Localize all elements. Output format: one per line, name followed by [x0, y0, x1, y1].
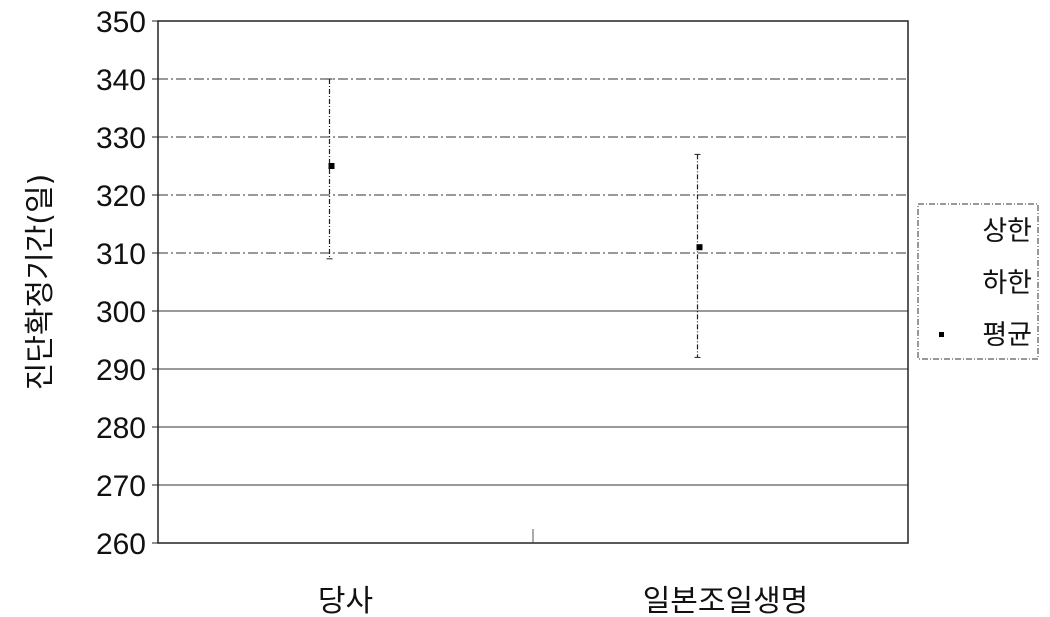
legend-entry: 상한 — [982, 216, 1032, 247]
y-tick-label: 290 — [96, 354, 146, 387]
y-tick-label: 310 — [96, 238, 146, 271]
legend-box — [917, 203, 1039, 360]
x-category-label: 일본조일생명 — [643, 584, 809, 617]
mean-point — [696, 244, 703, 251]
y-tick-label: 340 — [96, 64, 146, 97]
plot-area — [157, 20, 909, 544]
data-marks — [326, 78, 703, 358]
x-category-label: 당사 — [318, 584, 373, 617]
legend-entry: 하한 — [982, 268, 1032, 299]
mean-point — [328, 163, 335, 169]
y-tick-label: 320 — [96, 180, 146, 213]
y-axis-label: 진단확정기간(일) — [23, 174, 58, 391]
y-axis-tick-labels: 260 270 280 290 300 310 320 330 340 350 — [96, 6, 158, 561]
legend-entry: 평균 — [982, 320, 1032, 351]
gridlines — [158, 78, 908, 486]
y-tick-label: 300 — [96, 296, 146, 329]
y-tick-label: 350 — [96, 6, 146, 39]
legend-marker-mean — [939, 332, 944, 337]
y-tick-label: 270 — [96, 470, 146, 503]
x-axis-category-labels: 당사 일본조일생명 — [318, 584, 808, 617]
y-tick-label: 280 — [96, 412, 146, 445]
y-tick-label: 260 — [96, 528, 146, 561]
y-tick-label: 330 — [96, 122, 146, 155]
